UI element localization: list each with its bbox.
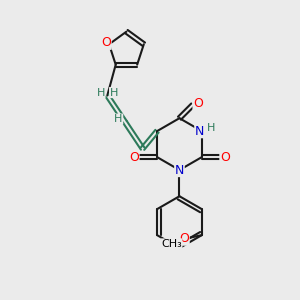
Text: O: O bbox=[179, 232, 189, 245]
Text: O: O bbox=[101, 36, 111, 49]
Text: O: O bbox=[220, 151, 230, 164]
Text: N: N bbox=[195, 125, 204, 138]
Text: H: H bbox=[97, 88, 105, 98]
Text: N: N bbox=[175, 164, 184, 176]
Text: H: H bbox=[110, 88, 118, 98]
Text: O: O bbox=[129, 151, 139, 164]
Text: H: H bbox=[114, 114, 123, 124]
Text: CH₃: CH₃ bbox=[161, 239, 182, 249]
Text: H: H bbox=[207, 123, 215, 133]
Text: O: O bbox=[193, 97, 203, 110]
